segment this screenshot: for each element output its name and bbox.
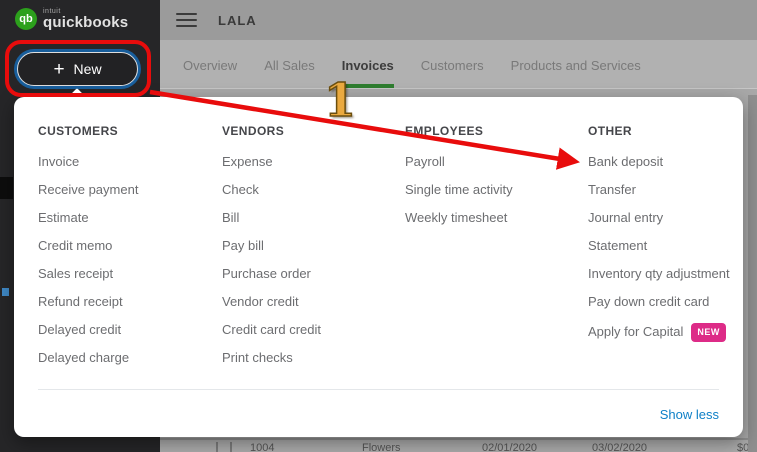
brand-quickbooks-label: quickbooks [43, 14, 129, 31]
sales-tabs-bar: Overview All Sales Invoices Customers Pr… [160, 40, 757, 89]
annotation-step-number: 1 [323, 73, 357, 127]
menu-item-journal-entry[interactable]: Journal entry [588, 210, 664, 225]
quickbooks-logo[interactable]: qb intuit quickbooks [15, 8, 128, 30]
menu-column-employees: EMPLOYEES Payroll Single time activity W… [405, 124, 513, 239]
row-divider [216, 442, 218, 452]
menu-item-statement[interactable]: Statement [588, 238, 648, 253]
menu-item-credit-card-credit[interactable]: Credit card credit [222, 322, 321, 337]
menu-item-bill[interactable]: Bill [222, 210, 240, 225]
menu-item-weekly-timesheet[interactable]: Weekly timesheet [405, 210, 508, 225]
new-button[interactable]: + New [17, 52, 138, 86]
column-heading: CUSTOMERS [38, 124, 119, 138]
menu-item-inventory-qty-adjustment[interactable]: Inventory qty adjustment [588, 266, 730, 281]
menu-item-payroll[interactable]: Payroll [405, 154, 445, 169]
menu-column-other: OTHER Bank deposit Transfer Journal entr… [588, 124, 730, 357]
customer-cell: Flowers [362, 442, 401, 452]
menu-item-delayed-charge[interactable]: Delayed charge [38, 350, 130, 365]
invoice-number-cell: 1004 [250, 442, 275, 452]
new-badge: NEW [691, 323, 726, 342]
menu-item-apply-for-capital[interactable]: Apply for Capital NEW [588, 323, 730, 342]
tab-invoices[interactable]: Invoices [341, 58, 394, 88]
apply-for-capital-label: Apply for Capital [588, 324, 684, 339]
menu-item-pay-down-credit-card[interactable]: Pay down credit card [588, 294, 710, 309]
date-cell: 03/02/2020 [592, 442, 648, 452]
amount-cell: $0.0 [737, 442, 757, 452]
menu-item-single-time-activity[interactable]: Single time activity [405, 182, 513, 197]
menu-item-bank-deposit[interactable]: Bank deposit [588, 154, 664, 169]
menu-item-purchase-order[interactable]: Purchase order [222, 266, 311, 281]
menu-item-refund-receipt[interactable]: Refund receipt [38, 294, 123, 309]
column-heading: OTHER [588, 124, 632, 138]
new-transaction-menu: CUSTOMERS Invoice Receive payment Estima… [14, 97, 743, 437]
menu-item-check[interactable]: Check [222, 182, 259, 197]
menu-item-receive-payment[interactable]: Receive payment [38, 182, 139, 197]
sidebar-partial-item [0, 177, 13, 199]
menu-item-expense[interactable]: Expense [222, 154, 273, 169]
menu-item-estimate[interactable]: Estimate [38, 210, 89, 225]
menu-footer-divider [38, 389, 719, 390]
brand-intuit-label: intuit [43, 8, 61, 15]
annotation-highlight-box [5, 40, 151, 97]
new-button-label: New [73, 61, 102, 77]
top-navbar: LALA [160, 0, 757, 40]
menu-column-customers: CUSTOMERS Invoice Receive payment Estima… [38, 124, 138, 379]
menu-item-invoice[interactable]: Invoice [38, 154, 80, 169]
plus-icon: + [53, 58, 65, 80]
hamburger-menu-icon[interactable] [176, 12, 197, 28]
tab-products-and-services[interactable]: Products and Services [510, 58, 641, 73]
menu-item-vendor-credit[interactable]: Vendor credit [222, 294, 299, 309]
show-less-link[interactable]: Show less [659, 407, 719, 422]
scrollbar-strip[interactable] [748, 95, 757, 452]
qb-logo-icon: qb [15, 8, 37, 30]
column-heading: VENDORS [222, 124, 285, 138]
menu-column-vendors: VENDORS Expense Check Bill Pay bill Purc… [222, 124, 321, 379]
row-divider [230, 442, 232, 452]
menu-item-delayed-credit[interactable]: Delayed credit [38, 322, 122, 337]
date-cell: 02/01/2020 [482, 442, 538, 452]
menu-item-credit-memo[interactable]: Credit memo [38, 238, 113, 253]
sidebar-partial-icon [2, 288, 9, 296]
column-heading: EMPLOYEES [405, 124, 484, 138]
menu-item-print-checks[interactable]: Print checks [222, 350, 293, 365]
menu-item-transfer[interactable]: Transfer [588, 182, 636, 197]
background-invoice-row: 1004 Flowers 02/01/2020 03/02/2020 $0.0 [160, 438, 757, 452]
brand-text: intuit quickbooks [43, 8, 128, 30]
menu-item-pay-bill[interactable]: Pay bill [222, 238, 264, 253]
tab-overview[interactable]: Overview [183, 58, 238, 73]
tab-customers[interactable]: Customers [420, 58, 484, 73]
menu-item-sales-receipt[interactable]: Sales receipt [38, 266, 114, 281]
tab-all-sales[interactable]: All Sales [264, 58, 315, 73]
company-name: LALA [218, 12, 257, 28]
